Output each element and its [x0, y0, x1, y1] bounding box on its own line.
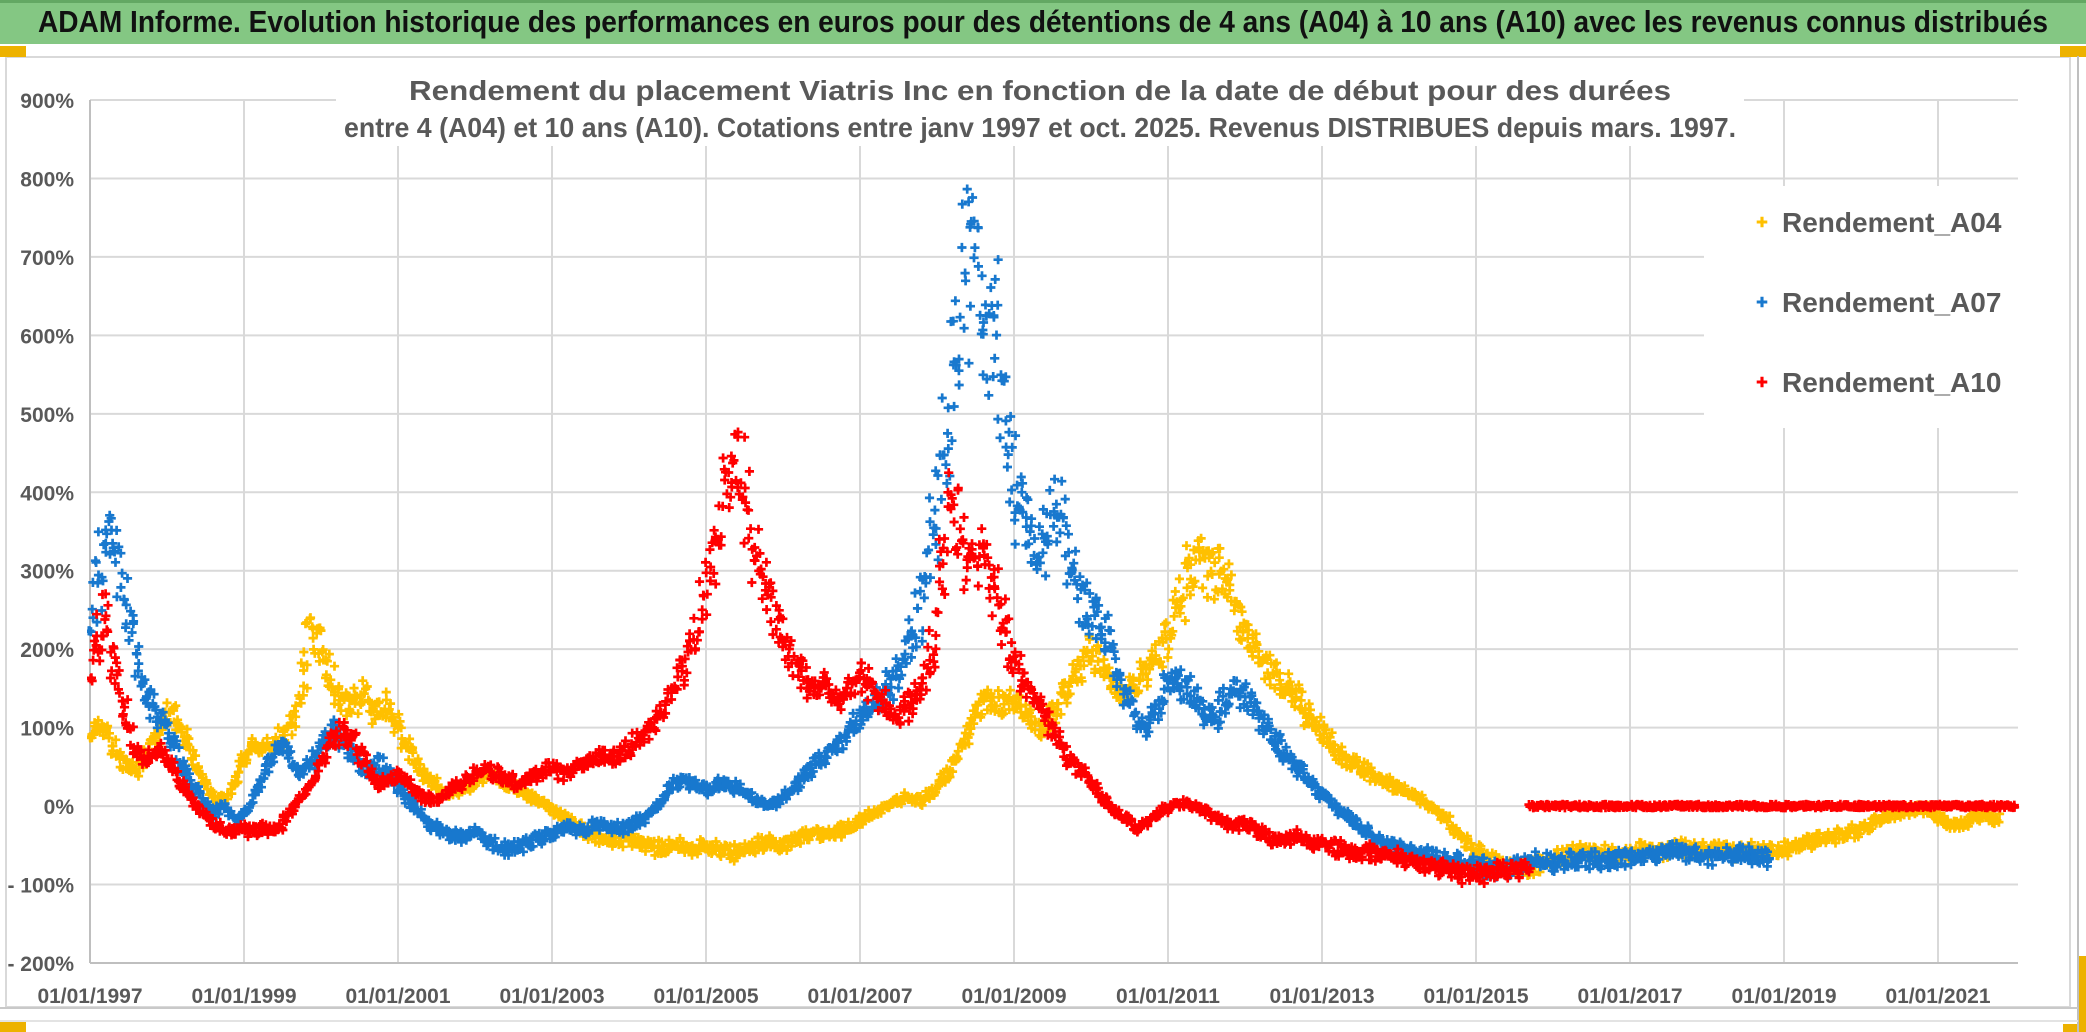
x-axis-label: 01/01/2021 [1885, 985, 1990, 1008]
x-axis-label: 01/01/2005 [653, 985, 758, 1008]
x-axis-label: 01/01/2009 [961, 985, 1066, 1008]
y-axis-label: 600% [20, 325, 74, 348]
header-title: ADAM Informe. Evolution historique des p… [38, 4, 2048, 39]
accent-right-bar [2079, 956, 2086, 1032]
x-axis-label: 01/01/2007 [807, 985, 912, 1008]
y-axis-label: 700% [20, 247, 74, 270]
legend-label-a04: Rendement_A04 [1782, 207, 2002, 238]
y-axis-label: - 100% [7, 875, 74, 898]
legend-item-a04[interactable]: Rendement_A04 [1757, 207, 2002, 238]
x-axis-label: 01/01/2013 [1269, 985, 1374, 1008]
y-axis-label: 100% [20, 718, 74, 741]
accent-bottom-right [2063, 1024, 2086, 1032]
chart-title[interactable]: Rendement du placement Viatris Inc en fo… [336, 62, 1744, 146]
y-axis-label: 300% [20, 561, 74, 584]
y-axis-label: 900% [20, 90, 74, 113]
y-axis-label: 0% [44, 796, 75, 819]
x-axis-label: 01/01/2001 [345, 985, 450, 1008]
legend-label-a07: Rendement_A07 [1782, 287, 2001, 318]
y-axis-label: 800% [20, 168, 74, 191]
y-axis-label: 500% [20, 404, 74, 427]
y-axis-label: 400% [20, 482, 74, 505]
x-axis-label: 01/01/2019 [1731, 985, 1836, 1008]
chart-title-line2: entre 4 (A04) et 10 ans (A10). Cotations… [344, 112, 1736, 143]
x-axis-label: 01/01/2011 [1116, 985, 1220, 1008]
chart-title-line1: Rendement du placement Viatris Inc en fo… [409, 75, 1671, 106]
accent-top-right [2060, 46, 2086, 57]
y-axis-label: - 200% [7, 953, 74, 976]
accent-bottom-left [0, 1021, 26, 1032]
y-axis-label: 200% [20, 639, 74, 662]
legend: Rendement_A04 Rendement_A07 Rendement_A1… [1704, 186, 2018, 428]
legend-label-a10: Rendement_A10 [1782, 367, 2001, 398]
x-axis-label: 01/01/2015 [1423, 985, 1528, 1008]
x-axis-label: 01/01/2003 [499, 985, 604, 1008]
legend-item-a07[interactable]: Rendement_A07 [1757, 287, 2002, 318]
x-axis-label: 01/01/1997 [37, 985, 142, 1008]
x-axis-label: 01/01/1999 [191, 985, 296, 1008]
legend-item-a10[interactable]: Rendement_A10 [1757, 367, 2002, 398]
accent-top-left [0, 46, 26, 57]
header-top-line [0, 0, 2086, 3]
x-axis-label: 01/01/2017 [1577, 985, 1682, 1008]
